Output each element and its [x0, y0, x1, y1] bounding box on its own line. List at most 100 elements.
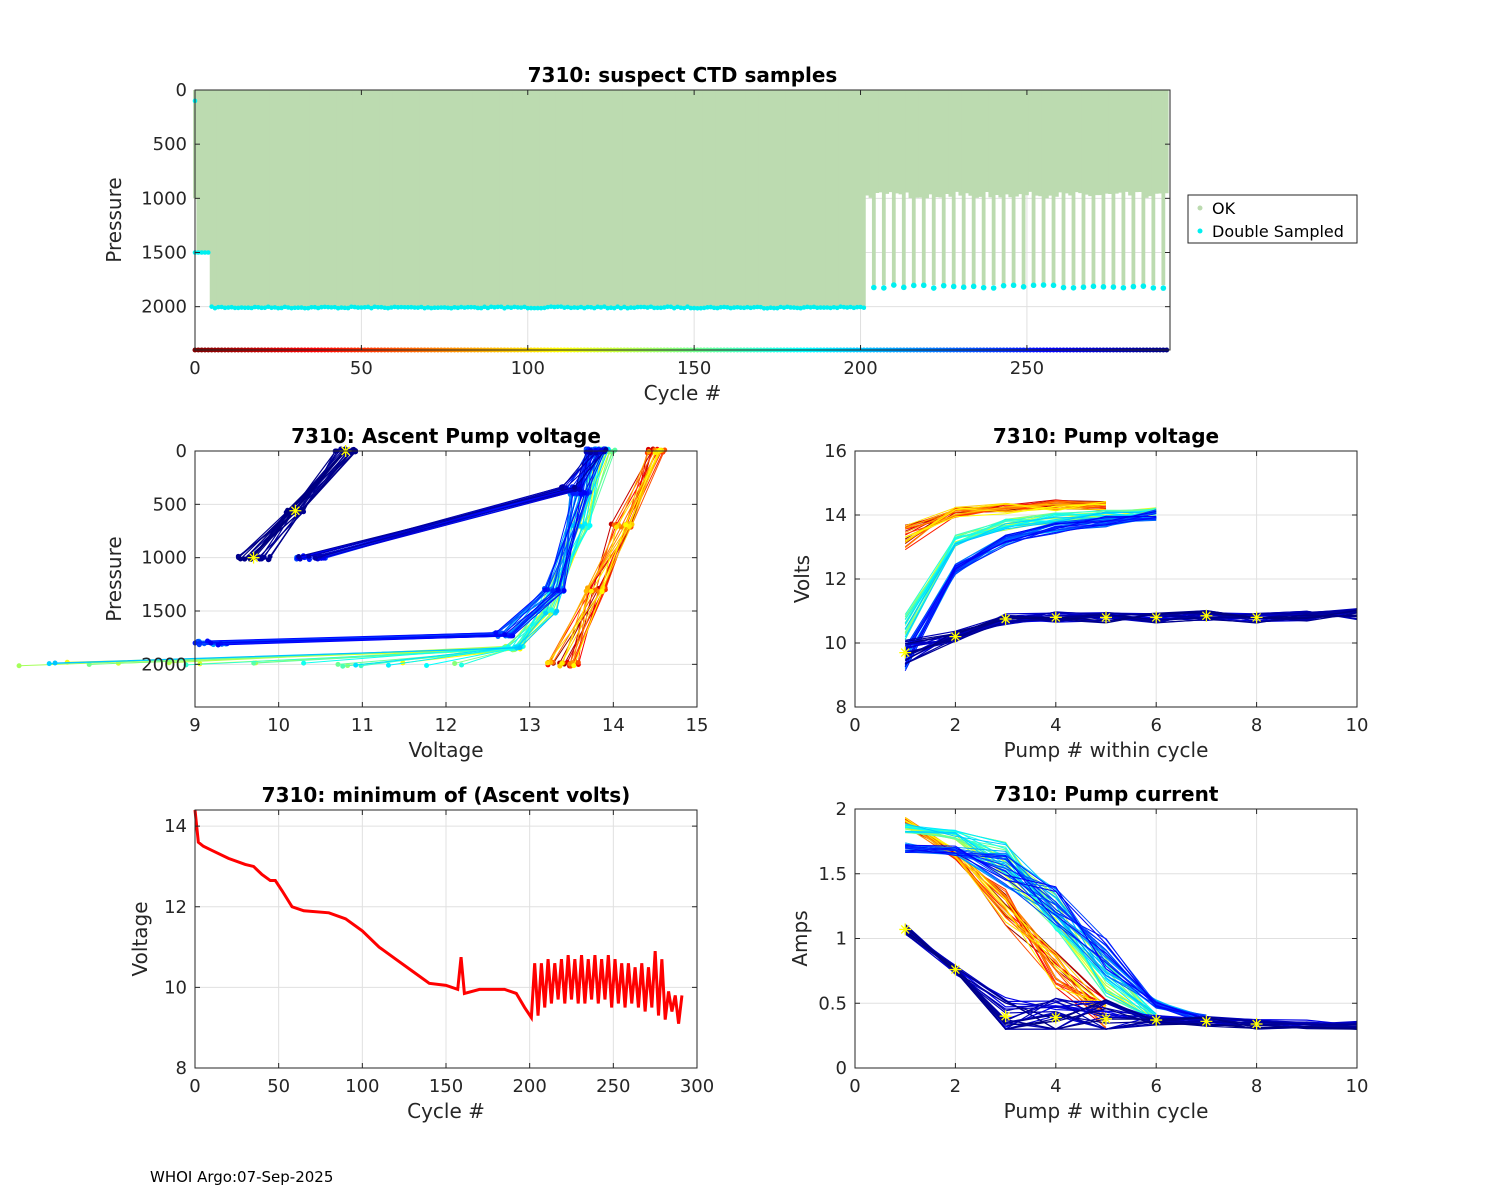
- double-sampled-point: [1130, 283, 1137, 290]
- data-point: [593, 450, 599, 456]
- data-point: [46, 661, 52, 667]
- data-point: [561, 588, 567, 594]
- data-point: [335, 661, 341, 667]
- double-sampled-point: [691, 305, 697, 311]
- double-sampled-point: [395, 305, 401, 310]
- double-sampled-point: [289, 305, 294, 311]
- double-sampled-point: [1010, 282, 1017, 289]
- double-sampled-point: [1090, 283, 1097, 290]
- double-sampled-point: [755, 304, 760, 310]
- cycle-line: [572, 450, 657, 664]
- double-sampled-point: [325, 304, 331, 310]
- yellow-star-marker: [1150, 611, 1163, 624]
- x-tick-label: 200: [512, 1076, 546, 1097]
- legend-double-sampled-marker: [1197, 228, 1203, 234]
- legend-ok-marker: [1197, 205, 1203, 211]
- data-point: [549, 607, 555, 613]
- x-tick-label: 8: [1251, 1076, 1262, 1097]
- axes-overlay: 0 2 4 6 8 10 0 0.5 1 1.5 2 7310: Pump current Pump #…: [788, 782, 1368, 1123]
- double-sampled-point: [678, 305, 684, 311]
- double-sampled-point: [688, 305, 694, 311]
- y-tick-label: 10: [824, 633, 847, 654]
- double-sampled-point: [1060, 284, 1067, 291]
- axes-overlay: 0 50 100 150 200 250 300 8 10 12 14 7310: minimum o…: [128, 783, 714, 1123]
- yellow-star-marker: [1200, 1015, 1213, 1028]
- data-point: [510, 633, 516, 639]
- x-tick-label: 100: [511, 358, 545, 379]
- yellow-star-marker: [1049, 611, 1062, 624]
- data-point: [493, 630, 499, 636]
- data-point: [385, 662, 391, 668]
- data-point: [86, 661, 92, 667]
- double-sampled-point: [738, 305, 744, 310]
- y-axis-label: Pressure: [102, 177, 126, 262]
- double-sampled-point: [535, 305, 541, 311]
- double-sampled-point: [349, 304, 354, 310]
- y-tick-label: 12: [824, 569, 847, 590]
- double-sampled-point: [402, 304, 407, 310]
- series-group-2: [904, 509, 1157, 672]
- y-tick-label: 2000: [141, 297, 187, 318]
- double-sampled-point: [1080, 284, 1087, 290]
- y-tick-label: 16: [824, 441, 847, 462]
- cycle-line: [904, 926, 1358, 1030]
- yellow-star-marker: [1250, 1017, 1263, 1030]
- data-point: [555, 587, 561, 593]
- double-sampled-point: [698, 305, 704, 311]
- double-sampled-point: [428, 305, 434, 311]
- plot-marks: [192, 90, 1170, 353]
- double-sampled-point: [990, 285, 997, 291]
- yellow-star-marker: [999, 613, 1012, 625]
- y-tick-label: 10: [164, 977, 187, 998]
- min-volts-line: [193, 809, 684, 1024]
- yellow-star-marker: [899, 646, 912, 659]
- cycle-line: [904, 822, 1107, 1030]
- double-sampled-point: [362, 305, 368, 310]
- data-point: [340, 663, 346, 669]
- axes-box: [194, 450, 698, 708]
- series-group-2: [192, 446, 609, 648]
- y-tick-label: 8: [836, 697, 847, 718]
- chart-title: 7310: suspect CTD samples: [528, 63, 838, 87]
- double-sampled-point: [295, 305, 301, 311]
- double-sampled-point: [465, 304, 471, 310]
- double-sampled-point: [1100, 284, 1107, 290]
- x-tick-label: 6: [1150, 715, 1161, 736]
- cycle-line: [562, 451, 650, 663]
- yellow-star-marker: [1250, 611, 1263, 624]
- cycle-line: [905, 823, 1157, 1015]
- cycle-line: [905, 503, 1107, 538]
- double-sampled-point: [259, 305, 264, 311]
- double-sampled-point: [788, 305, 793, 310]
- double-sampled-point: [442, 305, 447, 310]
- x-tick-label: 50: [350, 358, 373, 379]
- y-tick-label: 500: [153, 134, 187, 155]
- chart-ascent: 9 10 11 12 13 14 15 0 500 1000 1500 2000 7310: Ascen…: [16, 424, 708, 762]
- data-point: [459, 662, 465, 668]
- yellow-star-marker: [899, 923, 912, 936]
- double-sampled-point: [342, 305, 348, 311]
- x-tick-label: 6: [1150, 1076, 1161, 1097]
- y-tick-label: 1500: [141, 601, 187, 622]
- y-tick-label: 2000: [141, 654, 187, 675]
- y-tick-label: 1000: [141, 548, 187, 569]
- chart-title: 7310: Pump voltage: [993, 424, 1219, 448]
- yellow-star-marker: [1100, 1012, 1112, 1025]
- axes-box: [194, 89, 1171, 351]
- data-point: [550, 588, 556, 594]
- yellow-star-marker: [949, 630, 962, 643]
- yellow-star-marker: [289, 504, 302, 517]
- x-axis-label: Pump # within cycle: [1004, 1099, 1209, 1123]
- data-point: [554, 608, 560, 614]
- double-sampled-point: [1040, 282, 1047, 288]
- y-tick-label: 14: [824, 505, 847, 526]
- double-sampled-point: [222, 305, 228, 311]
- data-point: [587, 523, 593, 529]
- cycle-line: [547, 449, 663, 664]
- double-sampled-point: [199, 250, 204, 255]
- double-sampled-point: [960, 284, 967, 290]
- x-tick-label: 4: [1050, 1076, 1061, 1097]
- cycle-line: [904, 933, 1358, 1030]
- double-sampled-point: [824, 305, 830, 310]
